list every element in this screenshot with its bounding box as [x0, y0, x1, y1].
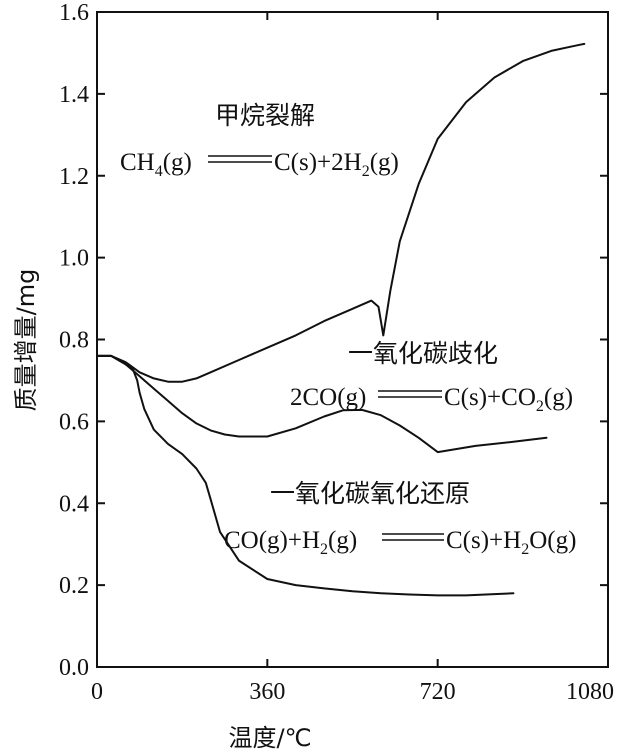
series-layer	[96, 42, 586, 597]
y-tick-label: 0.4	[59, 491, 89, 517]
annotation-co-disp-rhs: C(s)+CO2(g)	[444, 384, 573, 415]
y-tick-label: 0.2	[59, 573, 89, 599]
annotation-co-redox-name: 一氧化碳氧化还原	[270, 479, 470, 508]
y-tick-label: 1.2	[59, 164, 89, 190]
y-tick-label: 0.6	[59, 409, 89, 435]
series-line-methane-cracking	[96, 42, 586, 383]
y-axis-label: 质量增量/mg	[12, 269, 40, 412]
x-tick-label: 720	[420, 679, 456, 705]
ticks-layer: 0.0 0.2 0.4 0.6 0.8 1.0 1.2 1.4 1.6 0 360 720 1080	[59, 0, 614, 705]
annotation-co-redox-lhs: CO(g)+H2(g)	[224, 527, 357, 558]
x-tick-label: 0	[91, 679, 103, 705]
y-tick-label: 1.6	[59, 0, 89, 26]
annotation-methane-lhs: CH4(g)	[120, 149, 192, 180]
series-line-co-redox	[96, 354, 515, 597]
annotation-co-disp-name: 一氧化碳歧化	[348, 339, 498, 368]
plot-frame	[96, 11, 609, 668]
annotation-methane-rhs: C(s)+2H2(g)	[274, 149, 399, 180]
x-axis-label: 温度/℃	[228, 724, 311, 752]
x-tick-label: 1080	[566, 679, 614, 705]
y-tick-label: 0.0	[59, 655, 89, 681]
x-tick-label: 360	[249, 679, 285, 705]
series-line-co-disproportionation	[96, 354, 548, 454]
annotation-methane-name: 甲烷裂解	[215, 101, 315, 130]
y-tick-label: 0.8	[59, 328, 89, 354]
annotation-co-redox-rhs: C(s)+H2O(g)	[446, 527, 576, 558]
annotation-co-disp-lhs: 2CO(g)	[290, 384, 366, 411]
y-tick-label: 1.4	[59, 82, 89, 108]
y-tick-label: 1.0	[59, 246, 89, 272]
